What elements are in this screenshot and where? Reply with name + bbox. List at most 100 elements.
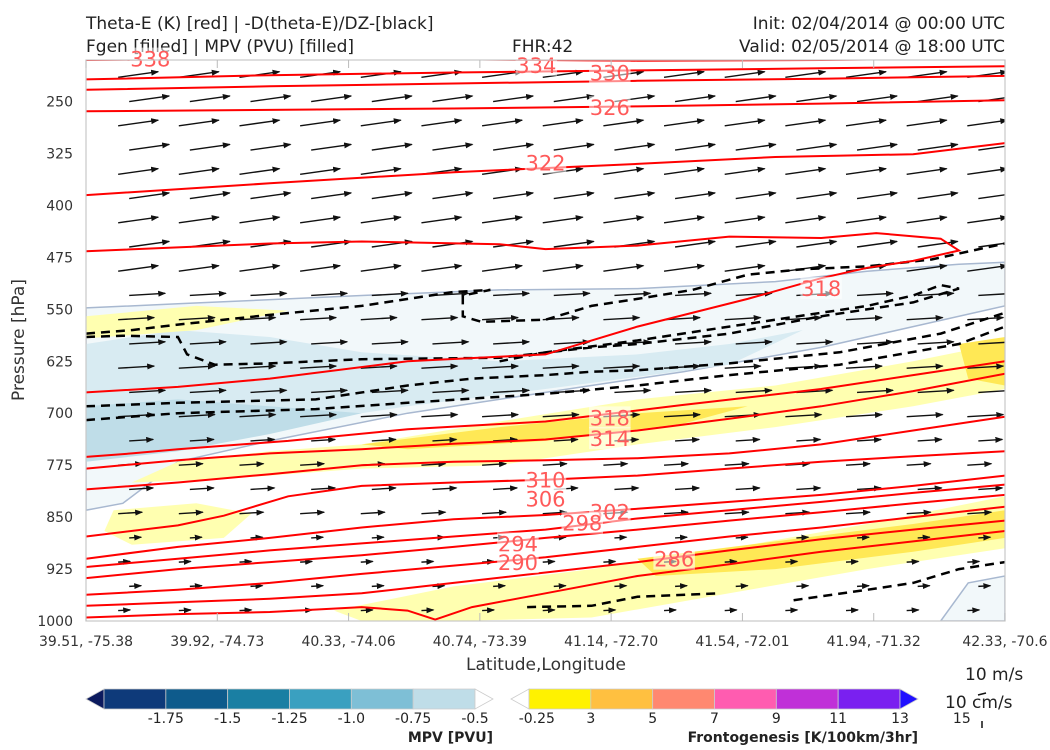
wind-arrow-136 xyxy=(189,290,227,297)
wind-arrow-99 xyxy=(663,215,706,224)
wind-arrow-312 xyxy=(845,558,860,565)
colorbar-0-tick-4: -0.75 xyxy=(395,711,431,727)
wind-arrow-330 xyxy=(118,607,132,614)
contour-label-6: 318 xyxy=(590,406,630,430)
wind-arrow-242 xyxy=(239,461,265,468)
wind-arrow-114 xyxy=(674,239,717,248)
wind-arrow-269 xyxy=(978,485,1004,492)
wind-arrow-120 xyxy=(118,263,160,272)
wind-arrow-176 xyxy=(796,339,834,346)
wind-arrow-313 xyxy=(906,558,920,565)
wind-arrow-50 xyxy=(432,142,474,151)
y-tick-label-0: 250 xyxy=(46,95,73,111)
contour-label-13: 290 xyxy=(498,551,538,575)
wind-arrow-56 xyxy=(796,142,838,151)
colorbar-0-tick-6: -0.25 xyxy=(519,711,555,727)
x-axis-label: Latitude,Longitude xyxy=(466,655,626,675)
wind-arrow-298 xyxy=(917,534,931,541)
wind-arrow-203 xyxy=(614,387,652,394)
wind-arrow-241 xyxy=(178,461,204,468)
wind-arrow-40 xyxy=(724,118,766,127)
wind-arrow-243 xyxy=(300,461,326,468)
wind-arrow-96 xyxy=(481,215,524,224)
wind-arrow-111 xyxy=(493,239,535,248)
wind-arrow-90 xyxy=(118,215,160,224)
contour-label-bg-11 xyxy=(561,511,604,534)
shaded-region-10 xyxy=(939,575,1005,621)
wind-arrow-183 xyxy=(300,363,338,370)
contour-label-bg-4 xyxy=(524,151,567,174)
fhr-label: FHR:42 xyxy=(512,37,574,57)
wind-arrow-270 xyxy=(118,509,144,516)
wind-arrow-286 xyxy=(189,534,203,541)
x-tick-label-5: 41.54, -72.01 xyxy=(695,634,789,650)
wind-arrow-0 xyxy=(118,69,160,79)
wind-arrow-268 xyxy=(917,485,943,492)
wind-arrow-308 xyxy=(603,558,617,565)
wind-arrow-34 xyxy=(360,118,402,127)
theta-e-contour-8 xyxy=(86,415,1005,491)
wind-arrow-182 xyxy=(239,363,277,370)
wind-arrow-328 xyxy=(917,583,931,590)
wind-arrow-228 xyxy=(311,436,337,443)
wind-arrow-335 xyxy=(421,607,435,614)
wind-arrow-42 xyxy=(845,118,888,127)
wind-arrow-200 xyxy=(432,387,470,394)
wind-arrow-97 xyxy=(542,215,584,224)
contour-label-bg-6 xyxy=(589,406,631,429)
wind-arrow-128 xyxy=(603,263,645,272)
vector-key-arrow-h xyxy=(977,692,987,696)
wind-arrow-261 xyxy=(493,485,519,492)
wind-arrow-207 xyxy=(856,387,895,394)
colorbar-1-segment-7 xyxy=(899,688,919,710)
wind-arrow-93 xyxy=(300,215,342,224)
wind-arrow-212 xyxy=(239,411,277,418)
wind-arrow-320 xyxy=(432,583,446,590)
wind-arrow-27 xyxy=(856,93,899,103)
contour-label-14: 286 xyxy=(654,548,694,572)
wind-arrow-130 xyxy=(724,263,766,272)
wind-arrow-229 xyxy=(371,436,397,443)
colorbar-1-title: Frontogenesis [K/100km/3hr] xyxy=(688,730,918,746)
shaded-region-4 xyxy=(131,342,1005,483)
theta-e-contour-13 xyxy=(86,505,1005,596)
contour-label-2: 330 xyxy=(590,61,630,85)
wind-arrow-123 xyxy=(300,263,342,272)
wind-arrow-102 xyxy=(845,215,888,224)
wind-arrow-225 xyxy=(129,436,155,443)
wind-arrow-222 xyxy=(845,411,884,418)
wind-arrow-73 xyxy=(906,166,948,175)
wind-arrow-344 xyxy=(967,607,981,614)
colorbar-1-segment-2 xyxy=(590,688,654,710)
wind-arrow-115 xyxy=(735,239,777,248)
wind-arrow-316 xyxy=(189,583,203,590)
wind-arrow-236 xyxy=(796,436,822,443)
vector-key-label-2: 10 cm/s xyxy=(945,693,1013,713)
colorbar-1-tick-1: 5 xyxy=(648,711,657,727)
wind-arrow-279 xyxy=(664,509,690,516)
wind-arrow-170 xyxy=(432,339,470,346)
wind-arrow-7 xyxy=(542,69,584,79)
wind-arrow-276 xyxy=(482,509,508,516)
wind-arrow-25 xyxy=(735,93,777,103)
y-tick-label-4: 550 xyxy=(46,302,73,318)
wind-arrow-255 xyxy=(129,485,155,492)
wind-arrow-257 xyxy=(250,485,276,492)
wind-arrow-83 xyxy=(614,190,656,200)
colorbar-1-segment-6 xyxy=(837,688,901,710)
wind-arrow-289 xyxy=(371,534,385,541)
wind-arrow-260 xyxy=(432,485,458,492)
wind-arrow-197 xyxy=(250,387,288,394)
wind-arrow-238 xyxy=(917,436,943,443)
wind-arrow-294 xyxy=(675,534,689,541)
wind-arrow-163 xyxy=(906,314,944,321)
wind-arrow-43 xyxy=(906,118,948,127)
wind-arrow-307 xyxy=(542,558,556,565)
contour-label-bg-3 xyxy=(589,96,631,119)
wind-arrow-267 xyxy=(856,485,883,492)
wind-arrow-204 xyxy=(675,387,713,394)
title-line-1: Theta-E (K) [red] | -D(theta-E)/DZ-[blac… xyxy=(86,14,434,34)
contour-label-bg-0 xyxy=(129,47,172,70)
wind-arrow-165 xyxy=(129,339,167,346)
